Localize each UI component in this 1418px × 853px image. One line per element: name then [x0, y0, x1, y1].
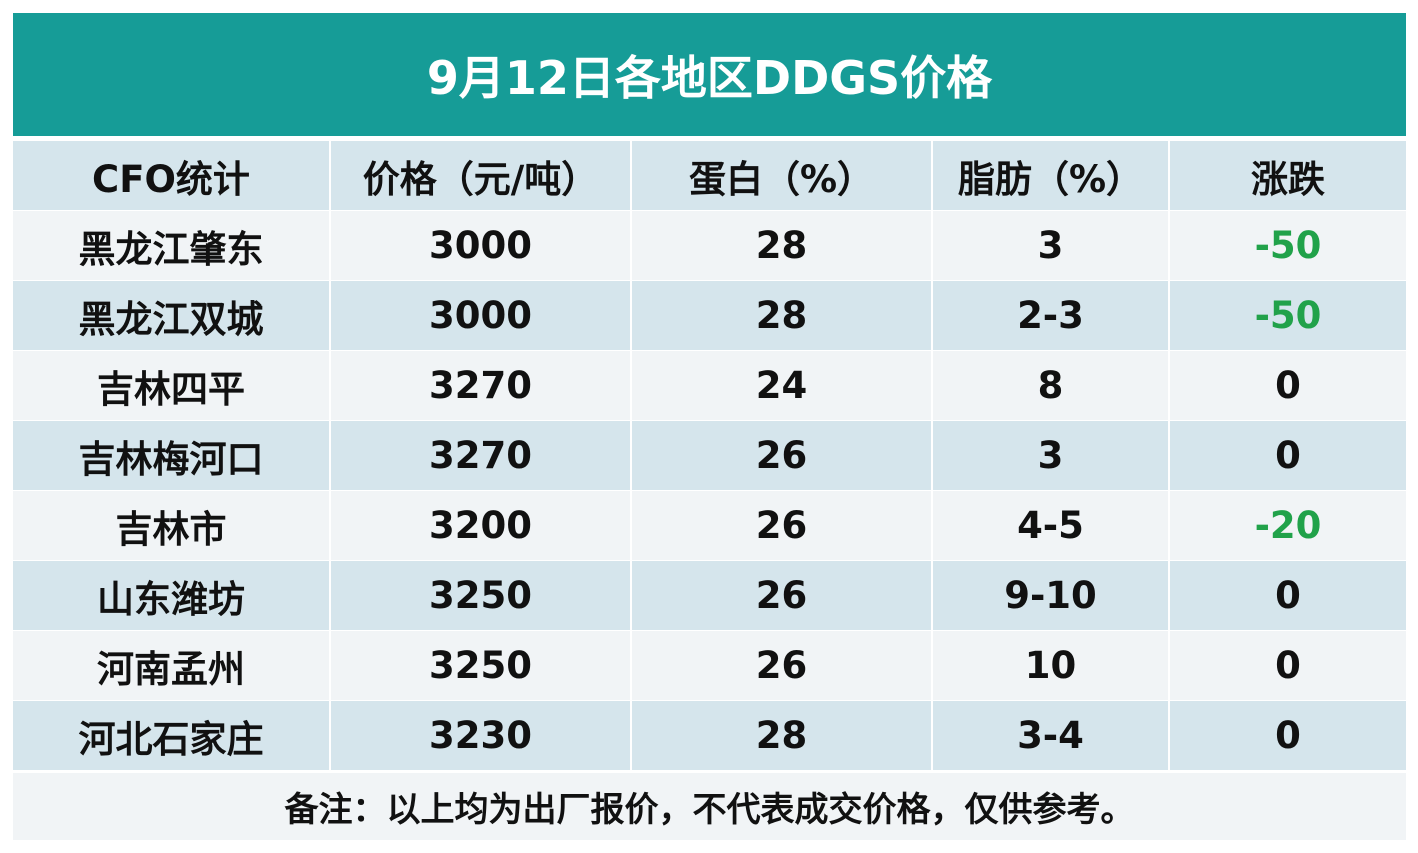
- fat-cell: 4-5: [933, 491, 1168, 560]
- price-cell: 3250: [331, 631, 630, 700]
- fat-cell: 3: [933, 211, 1168, 280]
- protein-cell: 26: [632, 421, 931, 490]
- table-header-row: CFO统计 价格（元/吨） 蛋白（%） 脂肪（%） 涨跌: [13, 141, 1406, 210]
- header-cell-change: 涨跌: [1170, 141, 1406, 210]
- table-row: 黑龙江肇东 3000 28 3 -50: [13, 211, 1406, 280]
- change-cell: 0: [1170, 351, 1406, 420]
- change-cell: -50: [1170, 211, 1406, 280]
- table-row: 河北石家庄 3230 28 3-4 0: [13, 701, 1406, 770]
- price-cell: 3000: [331, 281, 630, 350]
- change-cell: 0: [1170, 421, 1406, 490]
- price-cell: 3250: [331, 561, 630, 630]
- price-table: 9月12日各地区DDGS价格 CFO统计 价格（元/吨） 蛋白（%） 脂肪（%）…: [13, 13, 1406, 840]
- table-row: 河南孟州 3250 26 10 0: [13, 631, 1406, 700]
- fat-cell: 10: [933, 631, 1168, 700]
- table-row: 山东潍坊 3250 26 9-10 0: [13, 561, 1406, 630]
- table-footnote: 备注：以上均为出厂报价，不代表成交价格，仅供参考。: [13, 773, 1406, 840]
- table-title: 9月12日各地区DDGS价格: [13, 13, 1406, 136]
- change-cell: 0: [1170, 631, 1406, 700]
- table-body: 黑龙江肇东 3000 28 3 -50 黑龙江双城 3000 28 2-3 -50 吉林四平 3270…: [13, 211, 1406, 770]
- table-row: 吉林四平 3270 24 8 0: [13, 351, 1406, 420]
- protein-cell: 26: [632, 491, 931, 560]
- change-cell: 0: [1170, 561, 1406, 630]
- table-row: 吉林梅河口 3270 26 3 0: [13, 421, 1406, 490]
- price-cell: 3270: [331, 421, 630, 490]
- protein-cell: 28: [632, 281, 931, 350]
- region-cell: 河北石家庄: [13, 701, 329, 770]
- fat-cell: 3: [933, 421, 1168, 490]
- fat-cell: 3-4: [933, 701, 1168, 770]
- change-cell: -50: [1170, 281, 1406, 350]
- fat-cell: 8: [933, 351, 1168, 420]
- header-cell-protein: 蛋白（%）: [632, 141, 931, 210]
- region-cell: 吉林四平: [13, 351, 329, 420]
- table-row: 吉林市 3200 26 4-5 -20: [13, 491, 1406, 560]
- region-cell: 黑龙江双城: [13, 281, 329, 350]
- price-cell: 3000: [331, 211, 630, 280]
- fat-cell: 9-10: [933, 561, 1168, 630]
- protein-cell: 26: [632, 631, 931, 700]
- protein-cell: 24: [632, 351, 931, 420]
- region-cell: 黑龙江肇东: [13, 211, 329, 280]
- price-cell: 3270: [331, 351, 630, 420]
- region-cell: 山东潍坊: [13, 561, 329, 630]
- header-cell-fat: 脂肪（%）: [933, 141, 1168, 210]
- header-cell-price: 价格（元/吨）: [331, 141, 630, 210]
- protein-cell: 28: [632, 701, 931, 770]
- table-row: 黑龙江双城 3000 28 2-3 -50: [13, 281, 1406, 350]
- region-cell: 吉林梅河口: [13, 421, 329, 490]
- region-cell: 河南孟州: [13, 631, 329, 700]
- region-cell: 吉林市: [13, 491, 329, 560]
- price-cell: 3230: [331, 701, 630, 770]
- price-cell: 3200: [331, 491, 630, 560]
- change-cell: 0: [1170, 701, 1406, 770]
- protein-cell: 26: [632, 561, 931, 630]
- fat-cell: 2-3: [933, 281, 1168, 350]
- table-grid: CFO统计 价格（元/吨） 蛋白（%） 脂肪（%） 涨跌 黑龙江肇东 3000 28…: [13, 141, 1406, 771]
- protein-cell: 28: [632, 211, 931, 280]
- change-cell: -20: [1170, 491, 1406, 560]
- header-cell-region: CFO统计: [13, 141, 329, 210]
